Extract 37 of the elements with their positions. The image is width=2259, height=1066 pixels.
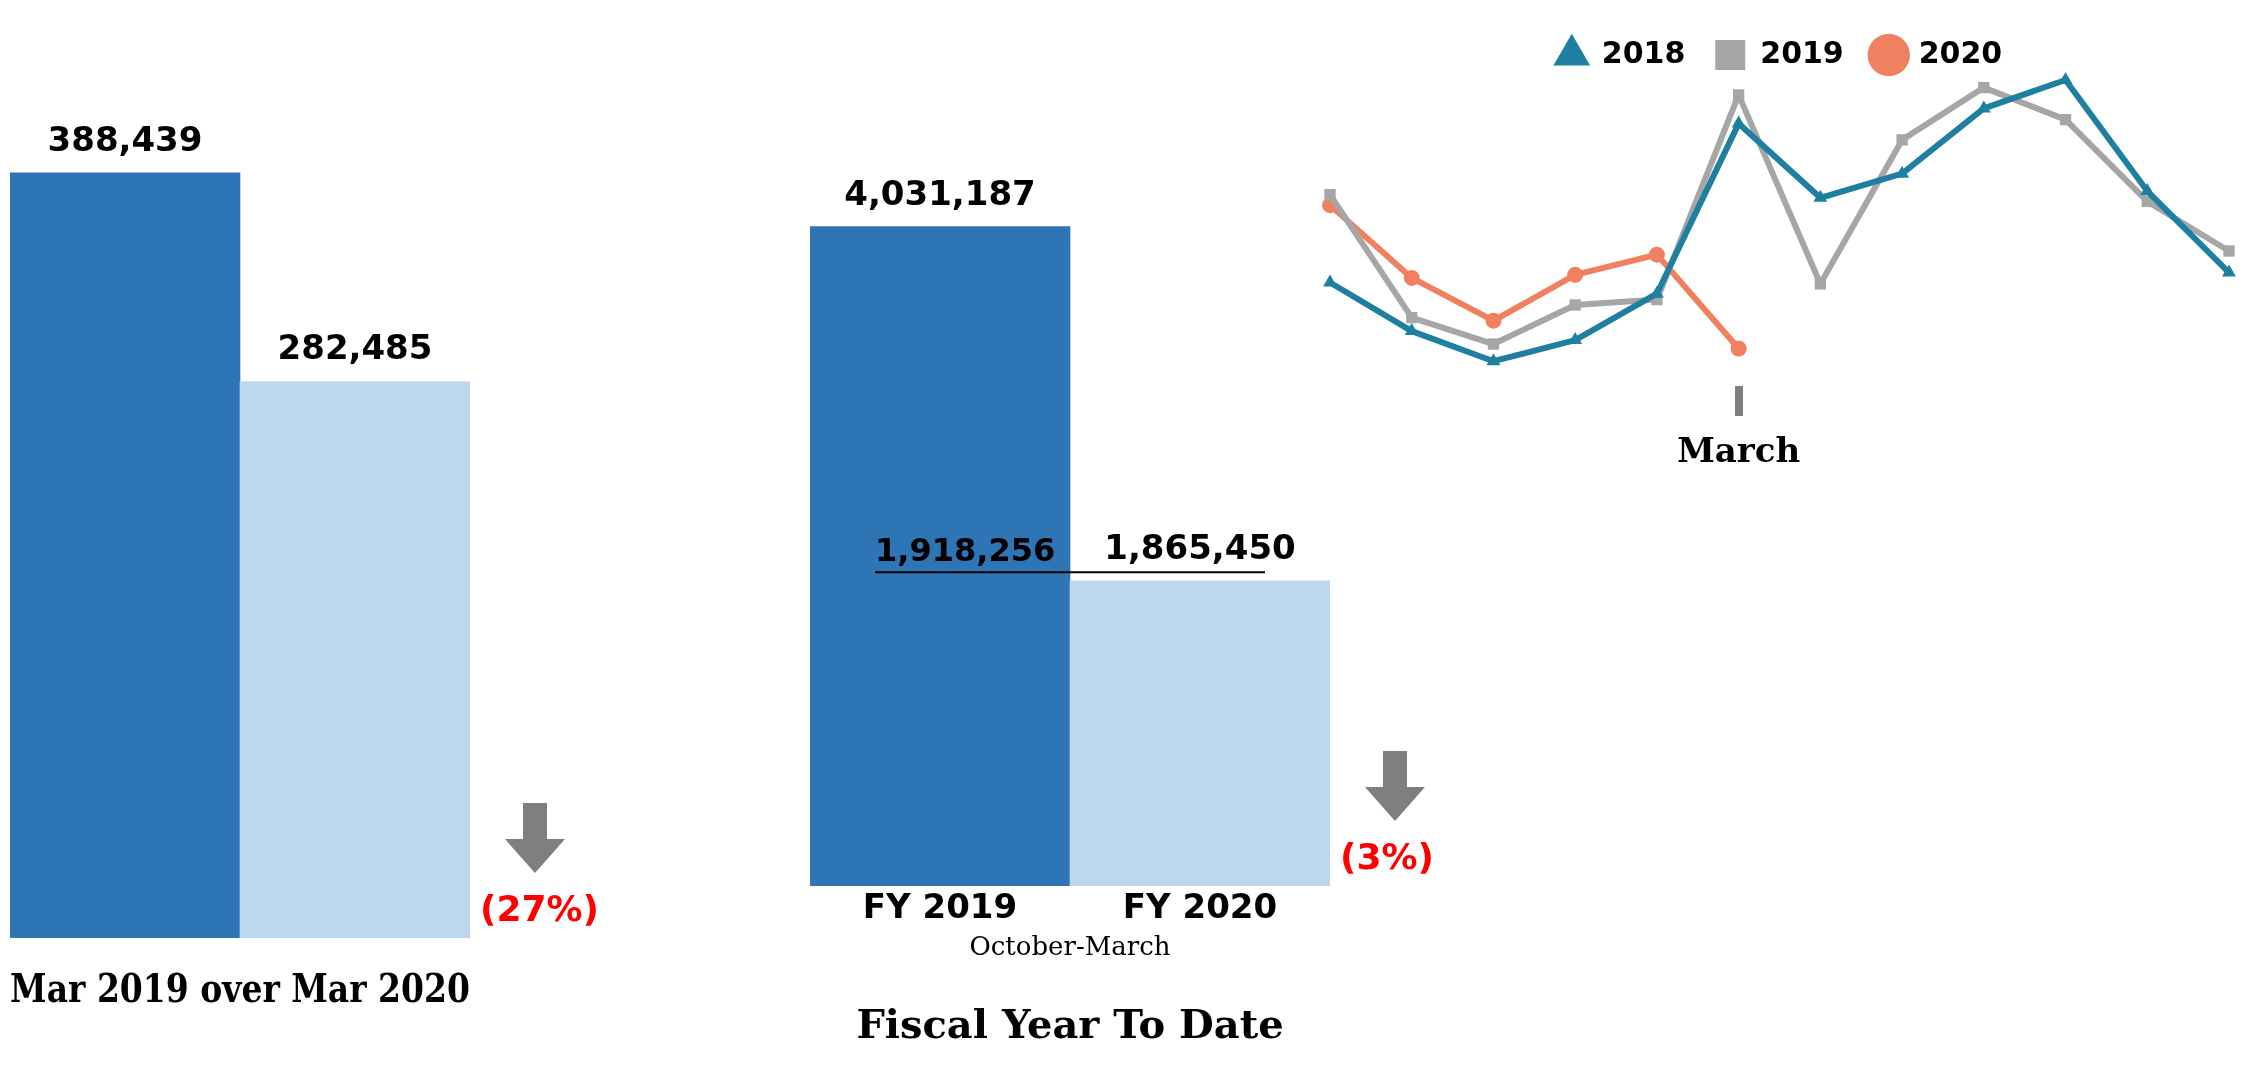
text: October-March: [969, 931, 1171, 962]
point: [1813, 189, 1828, 202]
point: [1567, 266, 1584, 283]
data-label: 4,031,187: [844, 172, 1036, 213]
text: March: [1677, 430, 1801, 471]
point: [1732, 89, 1745, 101]
point: [2140, 183, 2155, 196]
point: [1569, 299, 1581, 311]
point: [1324, 189, 1336, 201]
point: [1978, 81, 1990, 94]
text: (27%): [480, 888, 600, 929]
point: [1896, 134, 1908, 146]
point: [1487, 338, 1500, 350]
legend-label: 2020: [1918, 34, 2003, 70]
point: [1406, 311, 1418, 324]
legend-label: 2018: [1601, 34, 1686, 70]
data-label: 282,485: [277, 327, 433, 368]
point: [1731, 115, 1746, 128]
legend-label: 2019: [1760, 34, 1844, 70]
x-tick-label: FY 2019: [862, 886, 1018, 927]
data-label: 388,439: [47, 118, 203, 159]
point: [1648, 246, 1665, 263]
point: [1403, 269, 1420, 286]
point: [2222, 264, 2236, 277]
text: (3%): [1340, 836, 1435, 877]
point: [1730, 340, 1747, 357]
data-label: 1,865,450: [1104, 526, 1296, 567]
point: [2223, 245, 2235, 257]
point: [2059, 113, 2072, 126]
point: [1485, 312, 1502, 329]
ref-line-label: 1,918,256: [875, 530, 1056, 569]
text: Fiscal Year To Date: [856, 1000, 1284, 1048]
point: [1323, 274, 1337, 287]
point: [1814, 278, 1827, 290]
text: Mar 2019 over Mar 2020: [10, 965, 470, 1013]
x-tick-label: FY 2020: [1122, 886, 1278, 927]
point: [1486, 353, 1501, 366]
